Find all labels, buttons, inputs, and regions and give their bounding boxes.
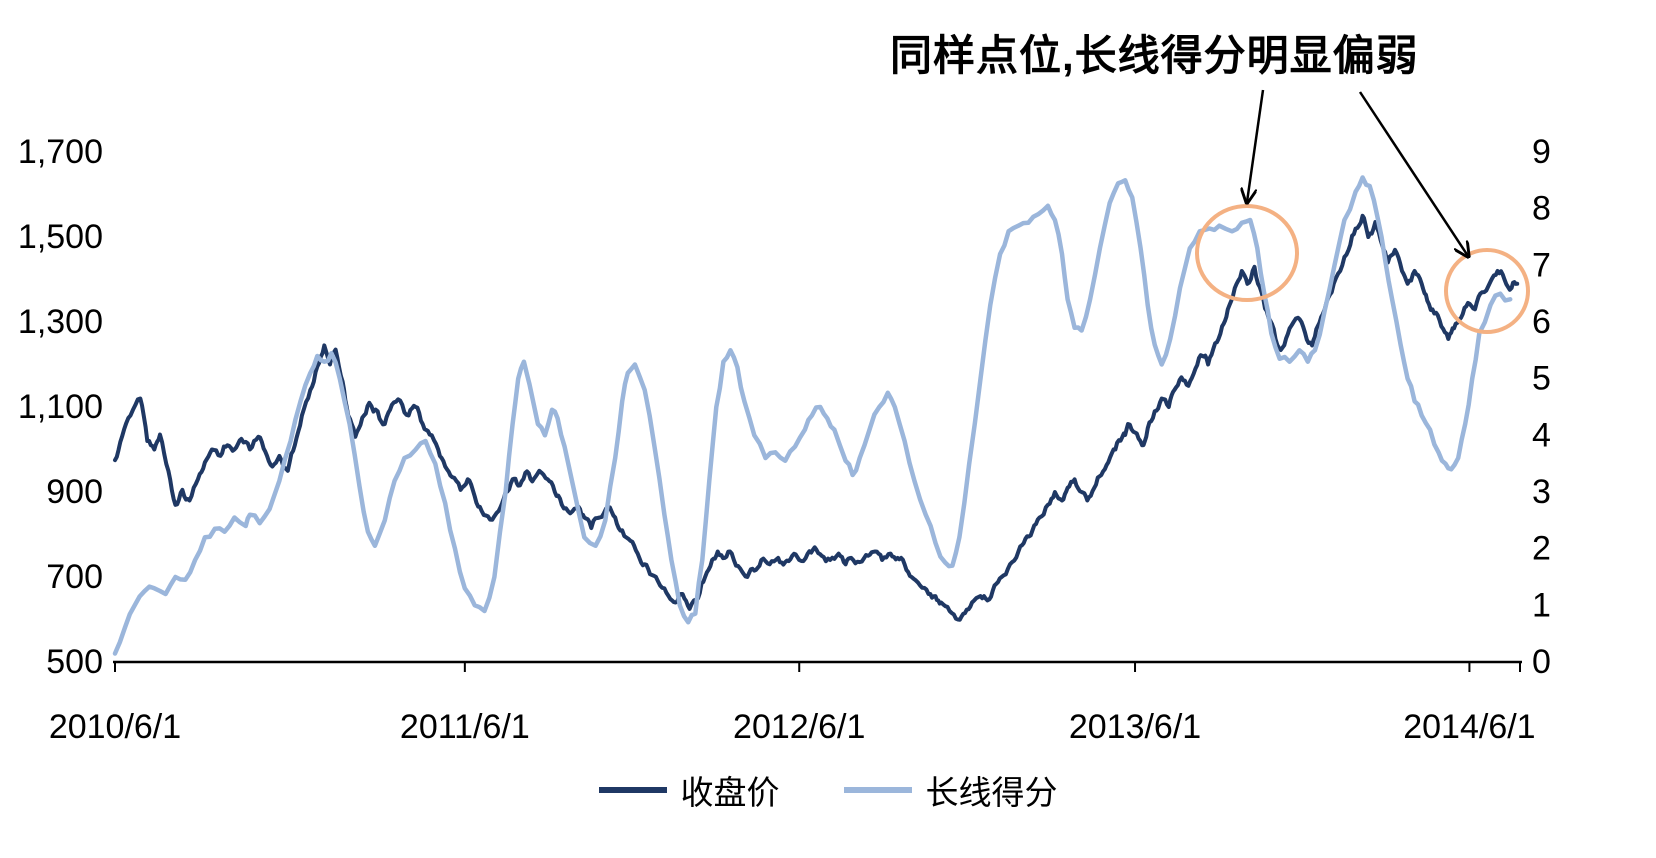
x-axis-tick-label: 2014/6/1 xyxy=(1403,708,1535,746)
x-axis-tick-label: 2012/6/1 xyxy=(733,708,865,746)
highlight-circle xyxy=(1195,204,1299,302)
chart-annotation-text: 同样点位,长线得分明显偏弱 xyxy=(890,32,1419,79)
highlight-circle xyxy=(1444,248,1530,334)
annotation-arrow xyxy=(1358,91,1468,256)
left-axis-tick-label: 700 xyxy=(46,558,103,596)
left-axis-tick-label: 1,700 xyxy=(18,133,103,171)
right-axis-tick-label: 7 xyxy=(1532,246,1551,284)
left-axis-tick-label: 500 xyxy=(46,643,103,681)
legend: 收盘价 长线得分 xyxy=(0,766,1656,814)
left-axis-tick-label: 1,100 xyxy=(18,388,103,426)
x-axis-tick-label: 2010/6/1 xyxy=(49,708,181,746)
right-axis-tick-label: 8 xyxy=(1532,190,1551,228)
left-axis-tick-label: 900 xyxy=(46,473,103,511)
close-price-line xyxy=(113,213,1520,622)
right-axis-tick-label: 2 xyxy=(1532,530,1551,568)
right-axis-tick-label: 3 xyxy=(1532,473,1551,511)
x-axis-tick-label: 2013/6/1 xyxy=(1069,708,1201,746)
left-axis-tick-label: 1,300 xyxy=(18,303,103,341)
legend-item-close-price: 收盘价 xyxy=(598,766,780,814)
right-axis-tick-label: 4 xyxy=(1532,416,1551,454)
legend-label-close-price: 收盘价 xyxy=(680,774,780,811)
right-axis-tick-label: 6 xyxy=(1532,303,1551,341)
right-axis-tick-label: 0 xyxy=(1532,643,1551,681)
right-axis-tick-label: 5 xyxy=(1532,360,1551,398)
right-axis-tick-label: 1 xyxy=(1532,586,1551,624)
legend-label-long-score: 长线得分 xyxy=(925,774,1058,811)
left-axis-tick-label: 1,500 xyxy=(18,218,103,256)
annotation-arrow xyxy=(1247,89,1265,202)
right-axis-tick-label: 9 xyxy=(1532,133,1551,171)
x-axis-tick-label: 2011/6/1 xyxy=(400,708,530,746)
close-price-line-swatch xyxy=(598,787,667,793)
long-score-line-swatch xyxy=(843,787,912,793)
long-score-line xyxy=(112,175,1513,656)
legend-item-long-score: 长线得分 xyxy=(843,766,1058,814)
